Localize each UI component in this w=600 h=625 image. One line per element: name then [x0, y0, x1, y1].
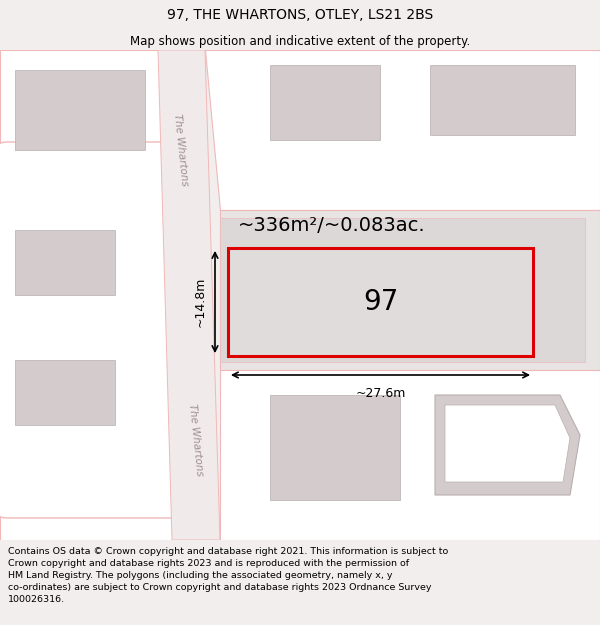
- Text: ~336m²/~0.083ac.: ~336m²/~0.083ac.: [238, 216, 425, 235]
- Polygon shape: [158, 50, 220, 540]
- Bar: [430, 65, 575, 135]
- Bar: [270, 395, 400, 500]
- Polygon shape: [205, 50, 600, 210]
- Polygon shape: [435, 395, 580, 495]
- Bar: [270, 65, 380, 140]
- Text: 97, THE WHARTONS, OTLEY, LS21 2BS: 97, THE WHARTONS, OTLEY, LS21 2BS: [167, 8, 433, 22]
- Polygon shape: [220, 210, 600, 370]
- Bar: [15, 70, 145, 150]
- Bar: [15, 360, 115, 425]
- Text: The Whartons: The Whartons: [172, 113, 190, 187]
- Bar: [15, 230, 115, 295]
- Polygon shape: [445, 405, 570, 482]
- Polygon shape: [220, 370, 600, 540]
- Polygon shape: [0, 50, 185, 540]
- Text: The Whartons: The Whartons: [187, 403, 205, 477]
- Text: Map shows position and indicative extent of the property.: Map shows position and indicative extent…: [130, 35, 470, 48]
- Bar: [228, 248, 533, 356]
- Text: ~14.8m: ~14.8m: [194, 277, 207, 328]
- Text: Contains OS data © Crown copyright and database right 2021. This information is : Contains OS data © Crown copyright and d…: [8, 547, 448, 604]
- FancyBboxPatch shape: [0, 142, 186, 518]
- Polygon shape: [220, 218, 585, 362]
- Text: ~27.6m: ~27.6m: [355, 387, 406, 400]
- Text: 97: 97: [363, 288, 398, 316]
